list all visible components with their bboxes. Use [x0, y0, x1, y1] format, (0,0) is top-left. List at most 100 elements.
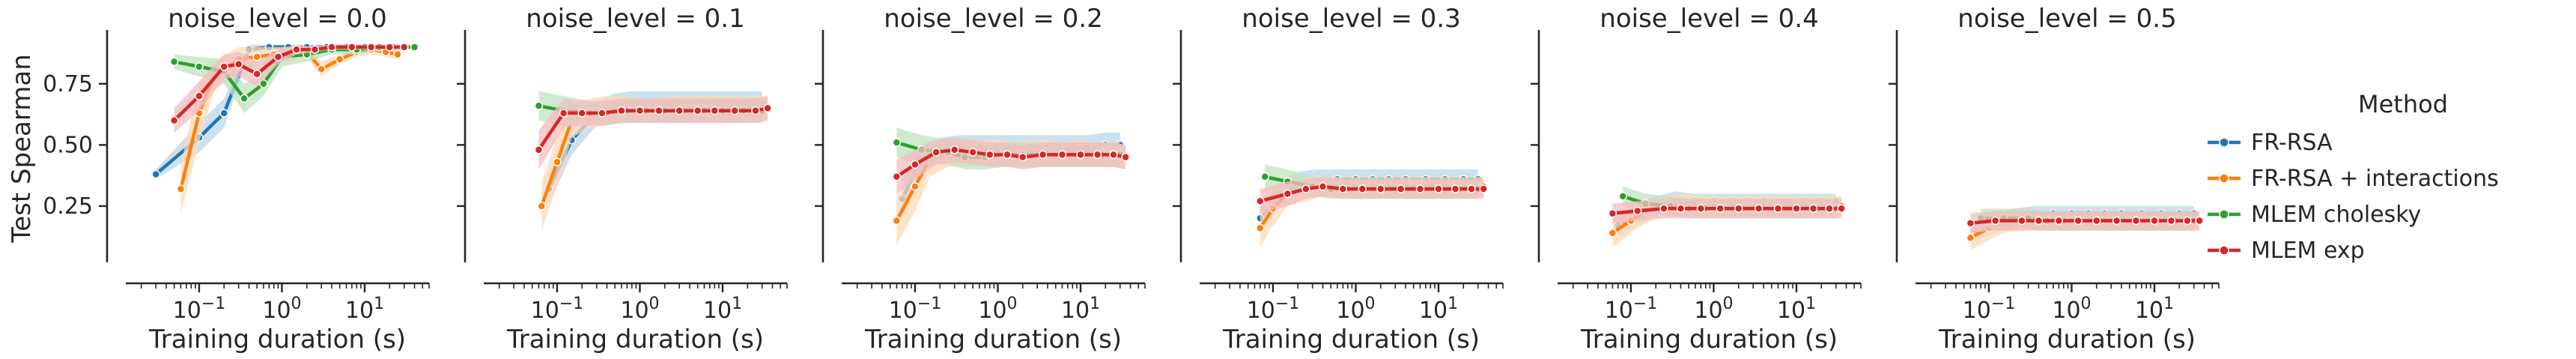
legend-entry: MLEM cholesky	[2208, 202, 2421, 228]
legend-entry: MLEM exp	[2208, 238, 2365, 264]
data-point	[1837, 204, 1846, 213]
panel-title: noise_level = 0.4	[1600, 4, 1818, 34]
legend-marker	[2219, 245, 2229, 256]
legend-label: FR-RSA	[2251, 130, 2333, 156]
x-axis-label: Training duration (s)	[1222, 325, 1480, 355]
data-point	[1093, 150, 1102, 160]
data-point	[1434, 184, 1443, 193]
legend-entry: FR-RSA	[2208, 130, 2333, 156]
panel-title: noise_level = 0.3	[1242, 4, 1460, 34]
data-point	[932, 148, 941, 157]
data-point	[1057, 150, 1067, 160]
legend-title: Method	[2358, 90, 2448, 118]
data-point	[366, 43, 376, 52]
x-tick-label: 101	[2135, 295, 2174, 324]
x-tick-label: 100	[978, 295, 1017, 324]
data-point	[176, 184, 186, 193]
data-point	[259, 79, 268, 88]
data-point	[347, 43, 356, 52]
x-axis-label: Training duration (s)	[506, 325, 764, 355]
data-point	[675, 106, 684, 115]
data-point	[892, 138, 902, 147]
data-point	[1318, 182, 1328, 191]
data-point	[1283, 189, 1292, 199]
confidence-band	[1612, 199, 1842, 223]
data-point	[1608, 229, 1617, 238]
panel-title: noise_level = 0.1	[526, 4, 744, 34]
data-point	[2195, 216, 2204, 226]
data-point	[1618, 192, 1627, 201]
data-point	[1415, 184, 1425, 193]
x-tick-label: 100	[2052, 295, 2091, 324]
data-point	[252, 69, 261, 79]
data-point	[537, 202, 547, 211]
data-point	[219, 109, 228, 118]
data-point	[2034, 216, 2044, 226]
data-point	[2131, 216, 2141, 226]
data-point	[1003, 150, 1012, 160]
x-tick-label: 101	[1061, 295, 1100, 324]
data-point	[911, 160, 920, 169]
data-point	[1966, 219, 1975, 228]
data-point	[950, 145, 959, 154]
data-point	[1825, 204, 1834, 213]
x-axis-label: Training duration (s)	[148, 325, 406, 355]
x-tick-label: 10−1	[889, 295, 942, 324]
legend-marker	[2219, 173, 2229, 184]
series	[1608, 199, 1846, 223]
legend-label: MLEM exp	[2251, 238, 2365, 264]
series	[892, 137, 1130, 194]
y-tick-label: 0.50	[43, 132, 93, 158]
data-point	[234, 59, 243, 69]
series	[1966, 211, 2204, 233]
data-point	[151, 169, 160, 179]
data-point	[553, 157, 562, 166]
data-point	[252, 52, 261, 61]
data-point	[1808, 204, 1818, 213]
data-point	[710, 106, 720, 115]
data-point	[892, 172, 902, 181]
series	[1256, 176, 1488, 214]
data-point	[1358, 184, 1367, 193]
x-tick-label: 100	[262, 295, 301, 324]
data-point	[1301, 184, 1310, 193]
data-point	[1038, 150, 1048, 160]
legend: Method FR-RSA FR-RSA + interactions MLEM c…	[2208, 90, 2499, 264]
data-point	[292, 45, 301, 54]
data-point	[577, 109, 586, 118]
data-point	[2183, 216, 2192, 226]
data-point	[1018, 152, 1027, 162]
y-tick-label: 0.75	[43, 71, 93, 97]
data-point	[410, 43, 419, 52]
data-point	[385, 43, 395, 52]
panel: noise_level = 0.0 0.25 0.50 0.75 10−1 100 101T…	[43, 4, 430, 355]
series	[169, 43, 409, 133]
data-point	[598, 109, 607, 118]
data-point	[169, 115, 179, 125]
x-tick-label: 101	[703, 295, 742, 324]
data-point	[1773, 204, 1783, 213]
y-axis-label: Test Spearman	[7, 54, 37, 244]
data-point	[635, 106, 645, 115]
x-tick-label: 10−1	[531, 295, 584, 324]
data-point	[2017, 216, 2026, 226]
confidence-band	[174, 44, 415, 113]
x-tick-label: 100	[1694, 295, 1733, 324]
x-axis-label: Training duration (s)	[864, 325, 1122, 355]
data-point	[393, 49, 402, 59]
legend-entry: FR-RSA + interactions	[2208, 166, 2499, 192]
data-point	[399, 43, 409, 52]
data-point	[1076, 150, 1085, 160]
legend-label: MLEM cholesky	[2251, 202, 2421, 228]
y-tick-label: 0.25	[43, 193, 93, 220]
data-point	[763, 103, 772, 113]
data-point	[1608, 208, 1617, 218]
data-point	[195, 62, 204, 71]
data-point	[2166, 216, 2176, 226]
data-point	[534, 101, 544, 110]
legend-marker	[2219, 209, 2229, 220]
